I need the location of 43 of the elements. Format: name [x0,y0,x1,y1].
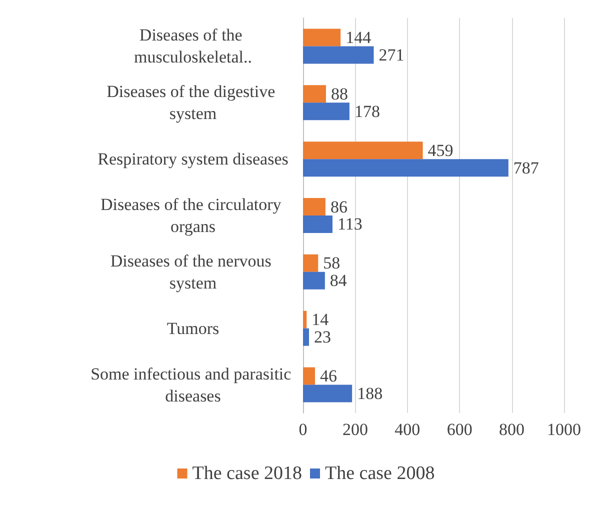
x-tick-label: 200 [342,420,368,439]
data-label: 14 [312,310,330,330]
x-tick-label: 600 [446,420,472,439]
y-tick-label: Diseases of the nervous system [110,251,276,292]
x-tick-label: 0 [298,420,308,439]
data-label: 178 [354,102,380,121]
bar [303,384,352,402]
data-label: 188 [357,384,383,404]
x-tick-label: 800 [499,420,525,439]
bar [303,28,341,46]
data-label: 46 [320,366,338,386]
data-label: 84 [330,271,348,290]
data-label: 23 [314,328,332,347]
bar [303,272,325,290]
data-label: 459 [428,140,454,160]
y-tick-label: Diseases of the circulatory organs [100,195,286,236]
bar [303,46,374,64]
bar [303,216,332,233]
bar [303,142,423,160]
x-tick-label: 1000 [547,420,581,439]
x-tick-label: 400 [394,420,420,439]
bar [303,159,508,177]
legend-label: The case 2008 [325,463,435,484]
data-label: 58 [323,254,340,273]
data-label: 113 [337,214,362,234]
bar [303,310,307,328]
data-label: 271 [378,45,404,64]
bar [303,102,350,120]
data-label: 88 [330,84,348,104]
bar [303,85,326,103]
y-tick-label: Diseases of the digestive system [106,82,280,124]
y-tick-label: Some infectious and parasitic diseases [90,364,296,406]
y-tick-label: Diseases of the musculoskeletal.. [134,26,252,67]
bar [303,367,316,385]
data-label: 787 [513,158,540,178]
y-tick-label: Respiratory system diseases [98,150,288,169]
bar [303,198,326,216]
bar [303,254,318,272]
legend-label: The case 2018 [192,463,302,484]
data-label: 144 [346,28,372,47]
bar [303,328,310,346]
y-tick-label: Tumors [166,318,220,338]
data-label: 86 [330,197,348,216]
